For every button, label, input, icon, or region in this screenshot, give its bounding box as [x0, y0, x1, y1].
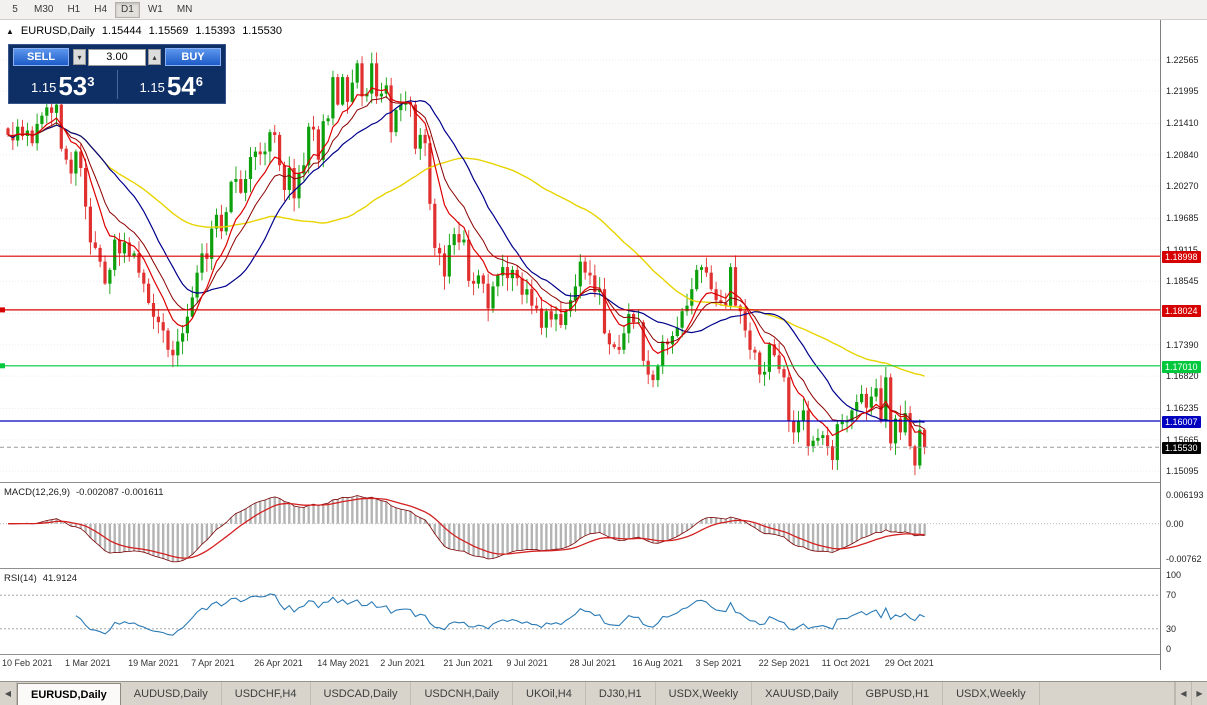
rsi-axis-label: 70: [1166, 590, 1177, 601]
x-axis-label: 10 Feb 2021: [2, 658, 53, 668]
timeframe-button-H1[interactable]: H1: [67, 4, 81, 15]
timeframe-button-MN[interactable]: MN: [176, 4, 193, 15]
x-axis-label: 22 Sep 2021: [758, 658, 810, 668]
chart-tab[interactable]: DJ30,H1: [586, 682, 656, 705]
price-line-badge: 1.18024: [1162, 304, 1201, 317]
sell-price-pips: 53: [58, 71, 88, 101]
x-axis-label: 16 Aug 2021: [632, 658, 684, 668]
price-line-badge: 1.15530: [1162, 442, 1201, 455]
chart-tab[interactable]: XAUUSD,Daily: [752, 682, 853, 705]
buy-price-big-figure: 1.15: [139, 80, 165, 95]
y-axis-label: 1.16235: [1166, 403, 1199, 414]
volume-increment-button[interactable]: ▴: [148, 49, 161, 65]
chart-tab[interactable]: USDX,Weekly: [943, 682, 1040, 705]
rsi-label: RSI(14) 41.9124: [4, 573, 78, 584]
tabs-strip: EURUSD,Daily AUDUSD,Daily USDCHF,H4 USDCAD,…: [17, 682, 1040, 705]
chart-tab[interactable]: USDCNH,Daily: [411, 682, 514, 705]
timeframe-button-D1[interactable]: D1: [115, 1, 140, 18]
y-axis-label: 1.18545: [1166, 276, 1199, 287]
chart-tab[interactable]: EURUSD,Daily: [17, 683, 121, 705]
x-axis-label: 26 Apr 2021: [254, 658, 303, 668]
chart-tab[interactable]: UKOil,H4: [513, 682, 586, 705]
rsi-axis-label: 30: [1166, 623, 1177, 634]
timeframe-button-M30[interactable]: M30: [34, 4, 54, 15]
x-axis-label: 19 Mar 2021: [128, 658, 179, 668]
tabs-scroll-left-button[interactable]: ◀: [0, 682, 17, 705]
y-axis-label: 1.19685: [1166, 213, 1199, 224]
tabs-scroll-right-group: ◀ ▶: [1174, 682, 1207, 705]
price-line-badge: 1.18998: [1162, 251, 1201, 264]
buy-price-point: 6: [195, 74, 203, 89]
x-axis-label: 21 Jun 2021: [443, 658, 493, 668]
chart-header: ▲ EURUSD,Daily 1.15444 1.15569 1.15393 1…: [6, 25, 282, 37]
x-axis-label: 11 Oct 2021: [821, 658, 871, 668]
ohlc-close: 1.15530: [242, 25, 282, 37]
price-line-badge: 1.16007: [1162, 416, 1201, 428]
price-line-badge: 1.17010: [1162, 360, 1201, 373]
y-axis-label: 1.15095: [1166, 466, 1199, 477]
y-axis-label: 1.20840: [1166, 149, 1199, 160]
sell-price[interactable]: 1.15 53 3: [9, 68, 117, 101]
chart-tab[interactable]: GBPUSD,H1: [853, 682, 944, 705]
sell-price-big-figure: 1.15: [31, 80, 57, 95]
x-axis-label: 3 Sep 2021: [695, 658, 742, 668]
x-axis-label: 29 Oct 2021: [884, 658, 934, 668]
chart-symbol-label: EURUSD,Daily: [20, 25, 95, 37]
y-axis-label: 1.19115: [1166, 244, 1198, 255]
sell-button[interactable]: SELL: [13, 48, 69, 66]
chart-area: 1.22565 1.21995 1.21410 1.20840 1.20270 1.196…: [0, 20, 1207, 670]
buy-price-pips: 54: [166, 71, 196, 101]
x-axis-label: 2 Jun 2021: [380, 658, 425, 668]
y-axis-label: 1.17390: [1166, 339, 1199, 350]
y-axis-label: 1.16820: [1166, 371, 1199, 382]
tabs-scroll-next-button[interactable]: ▶: [1191, 682, 1207, 705]
volume-input[interactable]: 3.00: [88, 48, 146, 66]
y-axis-label: 1.20270: [1166, 181, 1199, 192]
volume-decrement-button[interactable]: ▾: [73, 49, 86, 65]
macd-axis-label: -0.00762: [1166, 554, 1202, 565]
y-axis-label: 1.21410: [1166, 118, 1199, 129]
rsi-axis-label: 100: [1166, 570, 1182, 580]
x-axis-label: 9 Jul 2021: [506, 658, 548, 668]
macd-label: MACD(12,26,9) -0.002087 -0.001611: [4, 487, 164, 498]
x-axis-label: 14 May 2021: [317, 658, 370, 668]
chart-canvas[interactable]: [0, 20, 1160, 670]
one-click-trading-panel: SELL ▾ 3.00 ▴ BUY 1.15 53 3 1.15 54: [8, 44, 226, 104]
chart-tab[interactable]: AUDUSD,Daily: [121, 682, 222, 705]
price-axis[interactable]: 1.22565 1.21995 1.21410 1.20840 1.20270 1.196…: [1160, 20, 1207, 670]
x-axis-label: 1 Mar 2021: [65, 658, 111, 668]
chart-tab[interactable]: USDCAD,Daily: [311, 682, 412, 705]
time-axis[interactable]: 10 Feb 2021 1 Mar 2021 19 Mar 2021 7 Apr 20…: [0, 654, 1160, 670]
chart-tab[interactable]: USDCHF,H4: [222, 682, 311, 705]
ohlc-open: 1.15444: [101, 25, 142, 37]
one-click-collapse-icon[interactable]: ▲: [6, 26, 14, 36]
macd-axis-label: 0.00: [1166, 518, 1184, 529]
timeframe-button-W1[interactable]: W1: [147, 4, 163, 15]
timeframe-toolbar: 5 M30 H1 H4 D1 W1 MN: [0, 0, 1207, 20]
chart-tab[interactable]: USDX,Weekly: [656, 682, 753, 705]
macd-axis-label: 0.006193: [1166, 489, 1204, 500]
sell-price-point: 3: [87, 74, 95, 89]
y-axis-label: 1.21995: [1166, 86, 1199, 97]
y-axis-label: 1.15665: [1166, 434, 1199, 445]
ohlc-high: 1.15569: [148, 25, 189, 37]
x-axis-label: 7 Apr 2021: [191, 658, 235, 668]
buy-price[interactable]: 1.15 54 6: [118, 68, 226, 101]
timeframe-button-H4[interactable]: H4: [94, 4, 108, 15]
price-divider: [116, 70, 118, 99]
timeframe-button-5[interactable]: 5: [12, 4, 18, 15]
rsi-axis-label: 0: [1166, 644, 1172, 654]
y-axis-label: 1.22565: [1166, 54, 1199, 65]
buy-button[interactable]: BUY: [165, 48, 221, 66]
x-axis-label: 28 Jul 2021: [569, 658, 616, 668]
ohlc-low: 1.15393: [195, 25, 236, 37]
chart-tab-bar: ◀ EURUSD,Daily AUDUSD,Daily USDCHF,H4 USDCA…: [0, 681, 1207, 705]
tabs-scroll-prev-button[interactable]: ◀: [1175, 682, 1191, 705]
